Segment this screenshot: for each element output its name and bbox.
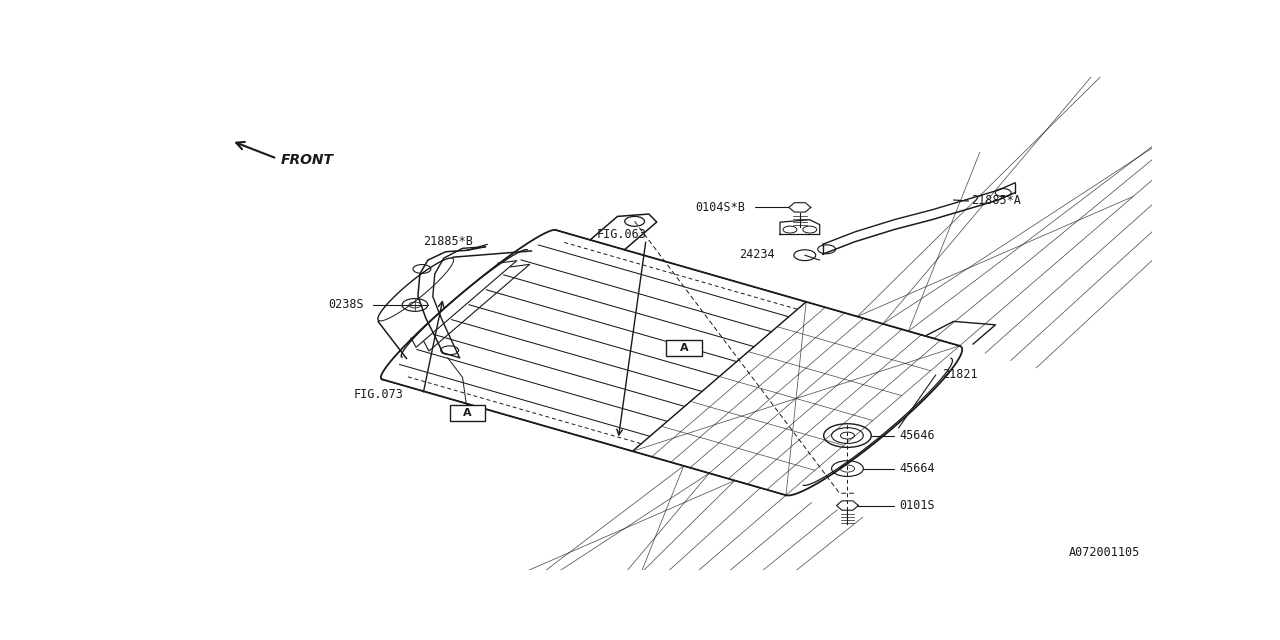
Text: 0238S: 0238S <box>329 298 365 312</box>
Text: A072001105: A072001105 <box>1069 546 1140 559</box>
FancyBboxPatch shape <box>666 340 701 356</box>
Text: 45664: 45664 <box>899 462 934 475</box>
Text: 21885*A: 21885*A <box>972 195 1021 207</box>
Text: 45646: 45646 <box>899 429 934 442</box>
Text: 21821: 21821 <box>942 369 978 381</box>
Text: FRONT: FRONT <box>282 152 334 166</box>
Text: 0101S: 0101S <box>899 499 934 512</box>
Text: 21885*B: 21885*B <box>422 236 472 248</box>
Text: 0104S*B: 0104S*B <box>696 201 745 214</box>
Text: 24234: 24234 <box>740 248 776 260</box>
Text: A: A <box>463 408 472 418</box>
FancyBboxPatch shape <box>449 405 485 420</box>
Text: FIG.073: FIG.073 <box>353 388 403 401</box>
Text: A: A <box>680 343 689 353</box>
Text: FIG.063: FIG.063 <box>596 228 646 241</box>
